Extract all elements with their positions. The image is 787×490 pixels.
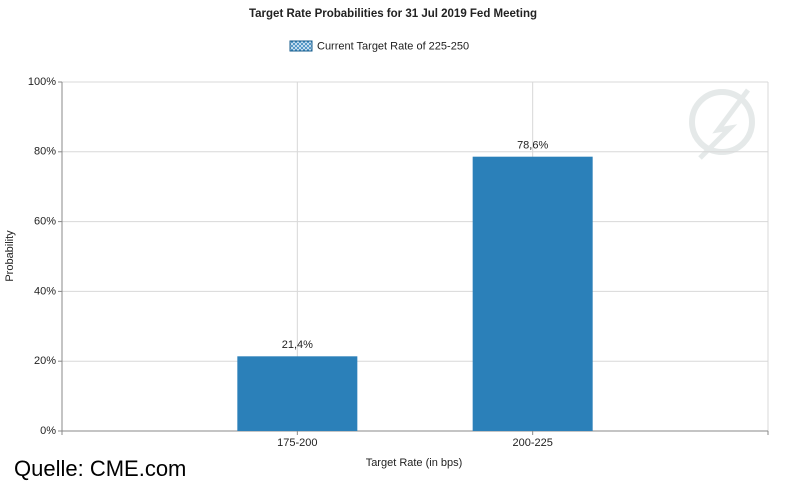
value-label: 78,6% [517, 140, 548, 152]
bar [472, 156, 593, 431]
bar [237, 356, 358, 431]
x-axis-label: Target Rate (in bps) [366, 457, 463, 469]
y-tick-label: 0% [40, 425, 56, 437]
x-tick-label: 200-225 [512, 437, 552, 449]
value-label: 21,4% [282, 339, 313, 351]
watermark [689, 88, 755, 160]
x-tick-label: 175-200 [277, 437, 317, 449]
y-tick-label: 80% [34, 146, 56, 158]
y-tick-label: 40% [34, 285, 56, 297]
y-tick-label: 60% [34, 216, 56, 228]
y-tick-label: 100% [28, 76, 56, 88]
y-tick-label: 20% [34, 355, 56, 367]
legend-label: Current Target Rate of 225-250 [317, 40, 469, 52]
legend-swatch [289, 40, 313, 52]
y-axis-label: Probability [4, 230, 16, 282]
chart-title: Target Rate Probabilities for 31 Jul 201… [249, 8, 537, 20]
source-note: Quelle: CME.com [14, 456, 186, 481]
